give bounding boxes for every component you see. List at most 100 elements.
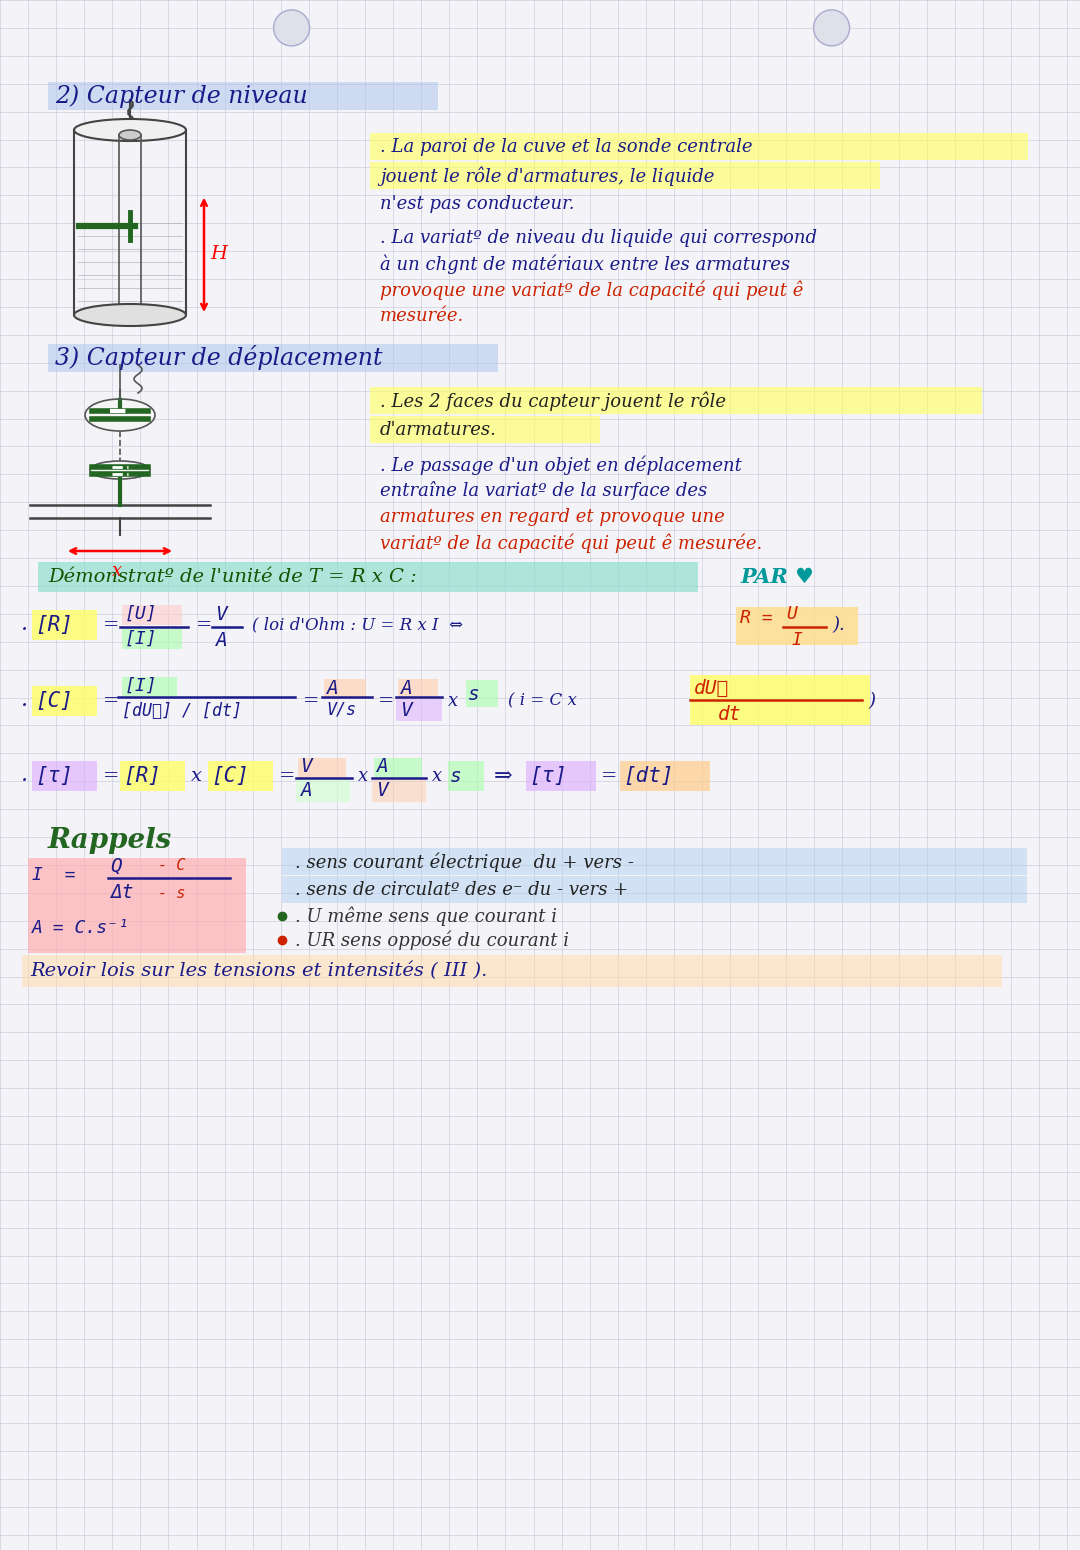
Text: =: = [378, 691, 394, 710]
Text: s: s [450, 767, 462, 786]
Bar [122, 604, 183, 625]
Text: Démonstratº de l'unité de T = R x C :: Démonstratº de l'unité de T = R x C : [48, 567, 417, 586]
Text: PAR ♥: PAR ♥ [740, 567, 814, 587]
Bar [32, 761, 97, 790]
Text: n'est pas conducteur.: n'est pas conducteur. [380, 195, 575, 212]
Text: . U même sens que courant i: . U même sens que courant i [295, 907, 557, 925]
Bar [526, 761, 596, 790]
Text: Rappels: Rappels [48, 826, 172, 854]
Text: V/s: V/s [326, 701, 356, 719]
Text: 2) Capteur de niveau: 2) Capteur de niveau [55, 84, 308, 109]
Text: x: x [432, 767, 442, 784]
Text: mesurée.: mesurée. [380, 307, 464, 326]
Bar [28, 859, 246, 953]
Ellipse shape [75, 304, 186, 326]
Text: A: A [300, 781, 312, 800]
Text: =: = [600, 767, 618, 784]
Text: [I]: [I] [125, 629, 158, 648]
Text: dUᴄ: dUᴄ [694, 679, 729, 698]
Text: =: = [103, 691, 120, 710]
Ellipse shape [75, 119, 186, 141]
Text: provoque une variatº de la capacité qui peut ê: provoque une variatº de la capacité qui … [380, 281, 804, 299]
Ellipse shape [90, 460, 150, 479]
Bar [282, 848, 1027, 876]
Text: =: = [103, 615, 120, 634]
Bar [208, 761, 273, 790]
Text: x: x [448, 691, 458, 710]
Text: x: x [357, 767, 368, 784]
Text: x: x [112, 563, 122, 580]
Text: A: A [400, 679, 411, 698]
Text: [C]: [C] [35, 691, 72, 711]
Text: ): ) [868, 691, 875, 710]
Text: armatures en regard et provoque une: armatures en regard et provoque une [380, 508, 725, 525]
Text: =: = [195, 615, 213, 634]
Bar [122, 677, 177, 698]
Text: ( i = C x: ( i = C x [508, 693, 577, 710]
Text: =: = [103, 767, 120, 784]
Bar [122, 629, 183, 649]
Text: .: . [21, 764, 27, 786]
Text: V: V [376, 781, 388, 800]
Text: entraîne la variatº de la surface des: entraîne la variatº de la surface des [380, 482, 707, 501]
Text: . sens de circulatº des e⁻ du - vers +: . sens de circulatº des e⁻ du - vers + [295, 880, 629, 899]
Text: .: . [21, 690, 27, 711]
Text: I: I [792, 631, 802, 649]
Bar [48, 82, 438, 110]
Bar [465, 680, 498, 707]
Text: à un chgnt de matériaux entre les armatures: à un chgnt de matériaux entre les armatu… [380, 254, 791, 274]
Text: Revoir lois sur les tensions et intensités ( III ).: Revoir lois sur les tensions et intensit… [30, 963, 487, 980]
Text: [U]: [U] [125, 604, 158, 623]
Bar [735, 608, 858, 645]
Text: . La variatº de niveau du liquide qui correspond: . La variatº de niveau du liquide qui co… [380, 229, 816, 246]
Bar [372, 780, 426, 801]
Text: [dUᴄ] / [dt]: [dUᴄ] / [dt] [122, 702, 242, 721]
Bar [370, 133, 1028, 160]
Text: =: = [303, 691, 320, 710]
Text: x: x [191, 767, 202, 784]
Bar [690, 674, 870, 725]
Text: A: A [326, 679, 338, 698]
Bar [38, 563, 698, 592]
Text: [C]: [C] [211, 766, 248, 786]
Text: dt: dt [718, 705, 742, 724]
Text: ).: ). [832, 615, 845, 634]
Bar [120, 761, 185, 790]
Bar [298, 758, 346, 778]
Text: =: = [279, 767, 295, 784]
Text: . La paroi de la cuve et la sonde centrale: . La paroi de la cuve et la sonde centra… [380, 138, 753, 157]
Bar [374, 758, 422, 778]
Text: [τ]: [τ] [529, 766, 567, 786]
Text: [dt]: [dt] [623, 766, 674, 786]
Text: . Les 2 faces du capteur jouent le rôle: . Les 2 faces du capteur jouent le rôle [380, 391, 726, 411]
Text: [I]: [I] [125, 677, 158, 694]
Text: [R]: [R] [35, 615, 72, 636]
Text: A: A [376, 758, 388, 777]
Bar [370, 415, 600, 443]
Bar [370, 163, 880, 189]
Bar [620, 761, 710, 790]
Ellipse shape [119, 130, 141, 140]
Text: . Le passage d'un objet en déplacement: . Le passage d'un objet en déplacement [380, 456, 742, 474]
Text: [R]: [R] [123, 766, 161, 786]
Ellipse shape [813, 9, 850, 46]
Bar [296, 780, 350, 801]
Text: H: H [210, 245, 227, 264]
Bar [399, 679, 438, 699]
Text: . UR sens opposé du courant i: . UR sens opposé du courant i [295, 930, 569, 950]
Bar [32, 611, 97, 640]
Text: R =: R = [740, 609, 772, 628]
Bar [282, 876, 1027, 904]
Text: . sens courant électrique  du + vers -: . sens courant électrique du + vers - [295, 853, 634, 871]
Text: V: V [300, 758, 312, 777]
Text: - C: - C [158, 859, 186, 874]
Bar [48, 344, 498, 372]
Ellipse shape [273, 9, 310, 46]
Text: V: V [400, 701, 411, 719]
Bar [396, 699, 442, 721]
Text: .: . [21, 612, 27, 635]
Bar [22, 955, 1002, 987]
Text: A: A [215, 631, 227, 649]
Bar [324, 679, 366, 699]
Text: ( loi d'Ohm : U = R x I  ⇔: ( loi d'Ohm : U = R x I ⇔ [252, 617, 463, 634]
